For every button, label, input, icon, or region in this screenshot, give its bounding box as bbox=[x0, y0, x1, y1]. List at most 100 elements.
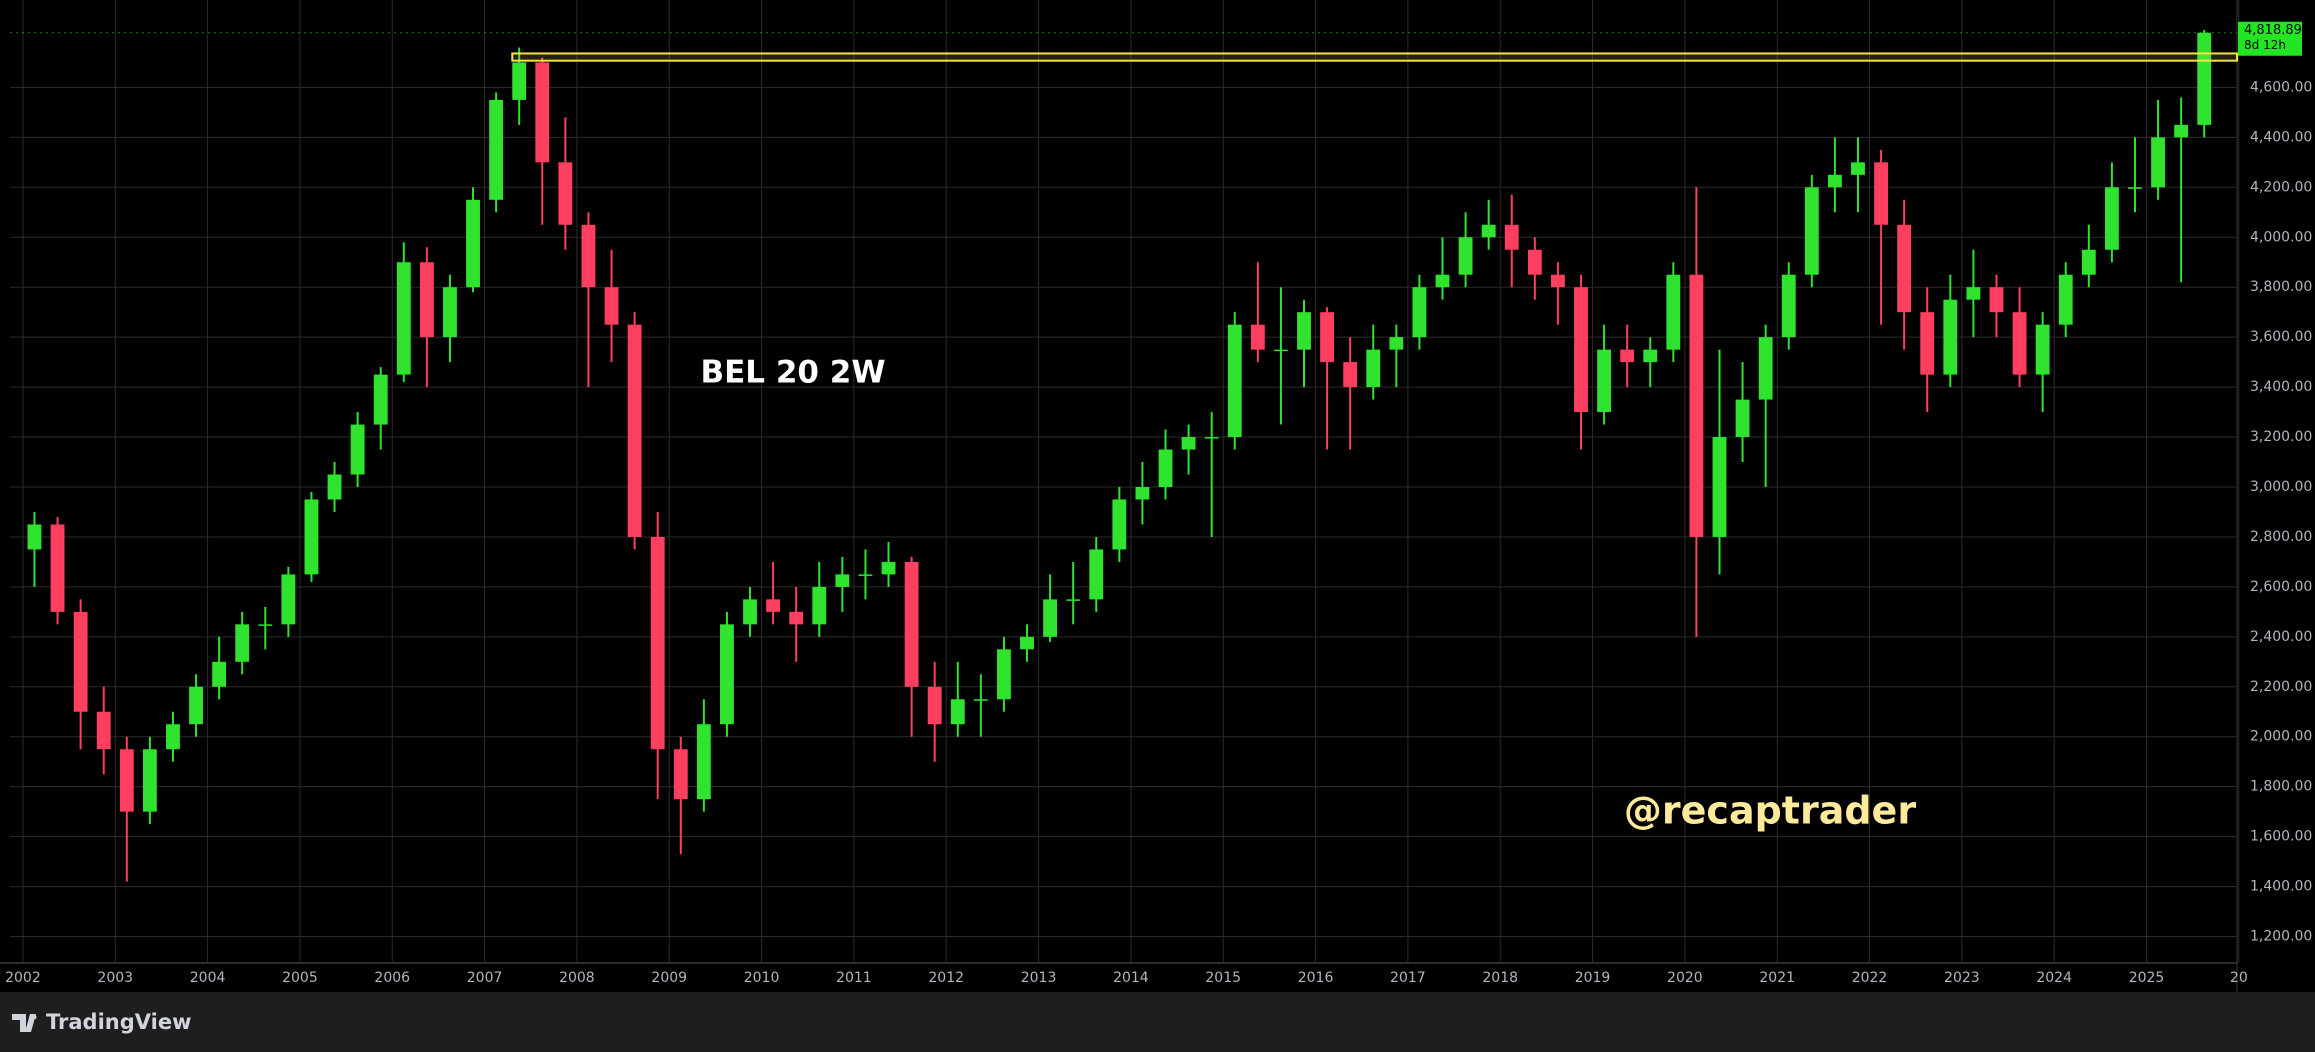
candle-body bbox=[673, 749, 688, 800]
candle-body bbox=[512, 62, 527, 100]
candle-body bbox=[789, 611, 804, 625]
candle-body bbox=[304, 499, 319, 575]
candle-body bbox=[1273, 349, 1288, 352]
candle-body bbox=[973, 699, 988, 701]
candle-body bbox=[743, 599, 757, 625]
candle-body bbox=[1550, 274, 1565, 288]
y-tick-label: 3,000.00 bbox=[2250, 479, 2312, 495]
brand-logo bbox=[12, 1014, 37, 1032]
candle-body bbox=[1043, 599, 1058, 637]
candle-body bbox=[119, 749, 134, 812]
chart-background bbox=[0, 0, 2315, 992]
y-tick-label: 4,600.00 bbox=[2250, 79, 2312, 95]
candle-body bbox=[419, 262, 434, 338]
candle-body bbox=[1989, 287, 2004, 313]
candle-body bbox=[2058, 274, 2073, 325]
x-tick-label: 2010 bbox=[744, 970, 780, 986]
countdown-label: 8d 12h bbox=[2244, 38, 2286, 52]
candle-body bbox=[1181, 437, 1196, 450]
candle-body bbox=[1851, 162, 1865, 175]
x-tick-label: 2025 bbox=[2129, 970, 2165, 986]
candle-body bbox=[858, 574, 873, 576]
candle-body bbox=[281, 574, 296, 625]
candle-body bbox=[1666, 274, 1681, 350]
candle-body bbox=[1366, 349, 1381, 388]
candle-body bbox=[350, 424, 365, 475]
resistance-zone bbox=[511, 52, 2238, 62]
candle-body bbox=[1966, 287, 1981, 300]
x-tick-label: 2017 bbox=[1390, 970, 1426, 986]
candle-body bbox=[1412, 287, 1427, 338]
candle-body bbox=[2081, 249, 2096, 275]
candle-body bbox=[1920, 312, 1935, 375]
candle-body bbox=[1112, 499, 1127, 550]
candle-body bbox=[212, 661, 227, 687]
y-tick-label: 4,200.00 bbox=[2250, 179, 2312, 195]
candle-body bbox=[396, 262, 411, 375]
candle-body bbox=[950, 699, 965, 725]
candle-body bbox=[720, 624, 734, 725]
candle-body bbox=[1204, 437, 1219, 439]
candle-body bbox=[1227, 324, 1242, 438]
candle-body bbox=[1066, 599, 1081, 601]
y-tick-label: 1,600.00 bbox=[2250, 829, 2312, 845]
candle-body bbox=[1089, 549, 1104, 600]
candle-body bbox=[1458, 237, 1473, 275]
candle-body bbox=[1320, 312, 1335, 363]
x-tick-label: 2019 bbox=[1575, 970, 1611, 986]
candle-body bbox=[1574, 287, 1588, 413]
y-tick-label: 2,400.00 bbox=[2250, 629, 2312, 645]
candle-body bbox=[96, 711, 111, 750]
chart-title: BEL 20 2W bbox=[700, 355, 885, 391]
x-tick-label: 2007 bbox=[467, 970, 503, 986]
candle-body bbox=[1689, 274, 1704, 537]
candle-body bbox=[327, 474, 342, 500]
y-tick-label: 4,000.00 bbox=[2250, 229, 2312, 245]
candle-body bbox=[650, 536, 665, 750]
candle-body bbox=[2174, 124, 2189, 138]
candle-body bbox=[235, 624, 250, 662]
candle-body bbox=[1250, 324, 1265, 350]
candle-body bbox=[258, 624, 273, 626]
candle-body bbox=[1481, 224, 1496, 238]
y-tick-label: 2,000.00 bbox=[2250, 729, 2312, 745]
x-tick-label: 2023 bbox=[1944, 970, 1980, 986]
candles bbox=[27, 29, 2238, 882]
x-tick-label: 2015 bbox=[1205, 970, 1241, 986]
x-tick-label: 2018 bbox=[1482, 970, 1518, 986]
watermark: @recaptrader bbox=[1624, 789, 1916, 833]
candle-body bbox=[581, 224, 596, 288]
x-tick-label: 2014 bbox=[1113, 970, 1149, 986]
candle-body bbox=[835, 574, 850, 587]
candle-body bbox=[443, 287, 457, 338]
candle-body bbox=[73, 611, 88, 712]
grid bbox=[10, 0, 2240, 963]
y-tick-label: 1,200.00 bbox=[2250, 929, 2312, 945]
x-tick-label: 2012 bbox=[928, 970, 964, 986]
candle-body bbox=[2197, 32, 2212, 125]
x-tick-label: 2022 bbox=[1852, 970, 1888, 986]
x-tick-label: 2021 bbox=[1759, 970, 1795, 986]
candle-body bbox=[927, 686, 942, 725]
candle-body bbox=[1897, 224, 1912, 313]
y-tick-label: 2,800.00 bbox=[2250, 529, 2312, 545]
x-tick-label: 2002 bbox=[5, 970, 41, 986]
candle-body bbox=[1389, 337, 1404, 350]
candle-body bbox=[1781, 274, 1796, 338]
candle-body bbox=[627, 324, 642, 537]
candle-body bbox=[1435, 274, 1450, 288]
candle-body bbox=[812, 586, 827, 625]
x-tick-label: 2003 bbox=[97, 970, 133, 986]
logo-mark bbox=[12, 1014, 36, 1032]
candle-body bbox=[2151, 137, 2165, 188]
x-tick-label: 2004 bbox=[190, 970, 226, 986]
candle-body bbox=[1758, 337, 1773, 400]
candle-body bbox=[1827, 174, 1842, 188]
candle-body bbox=[1712, 437, 1727, 537]
x-tick-label: 2008 bbox=[559, 970, 595, 986]
candle-body bbox=[696, 724, 711, 800]
brand-name: TradingView bbox=[46, 1010, 191, 1034]
candle-body bbox=[1020, 636, 1034, 650]
candle-body bbox=[373, 374, 388, 425]
